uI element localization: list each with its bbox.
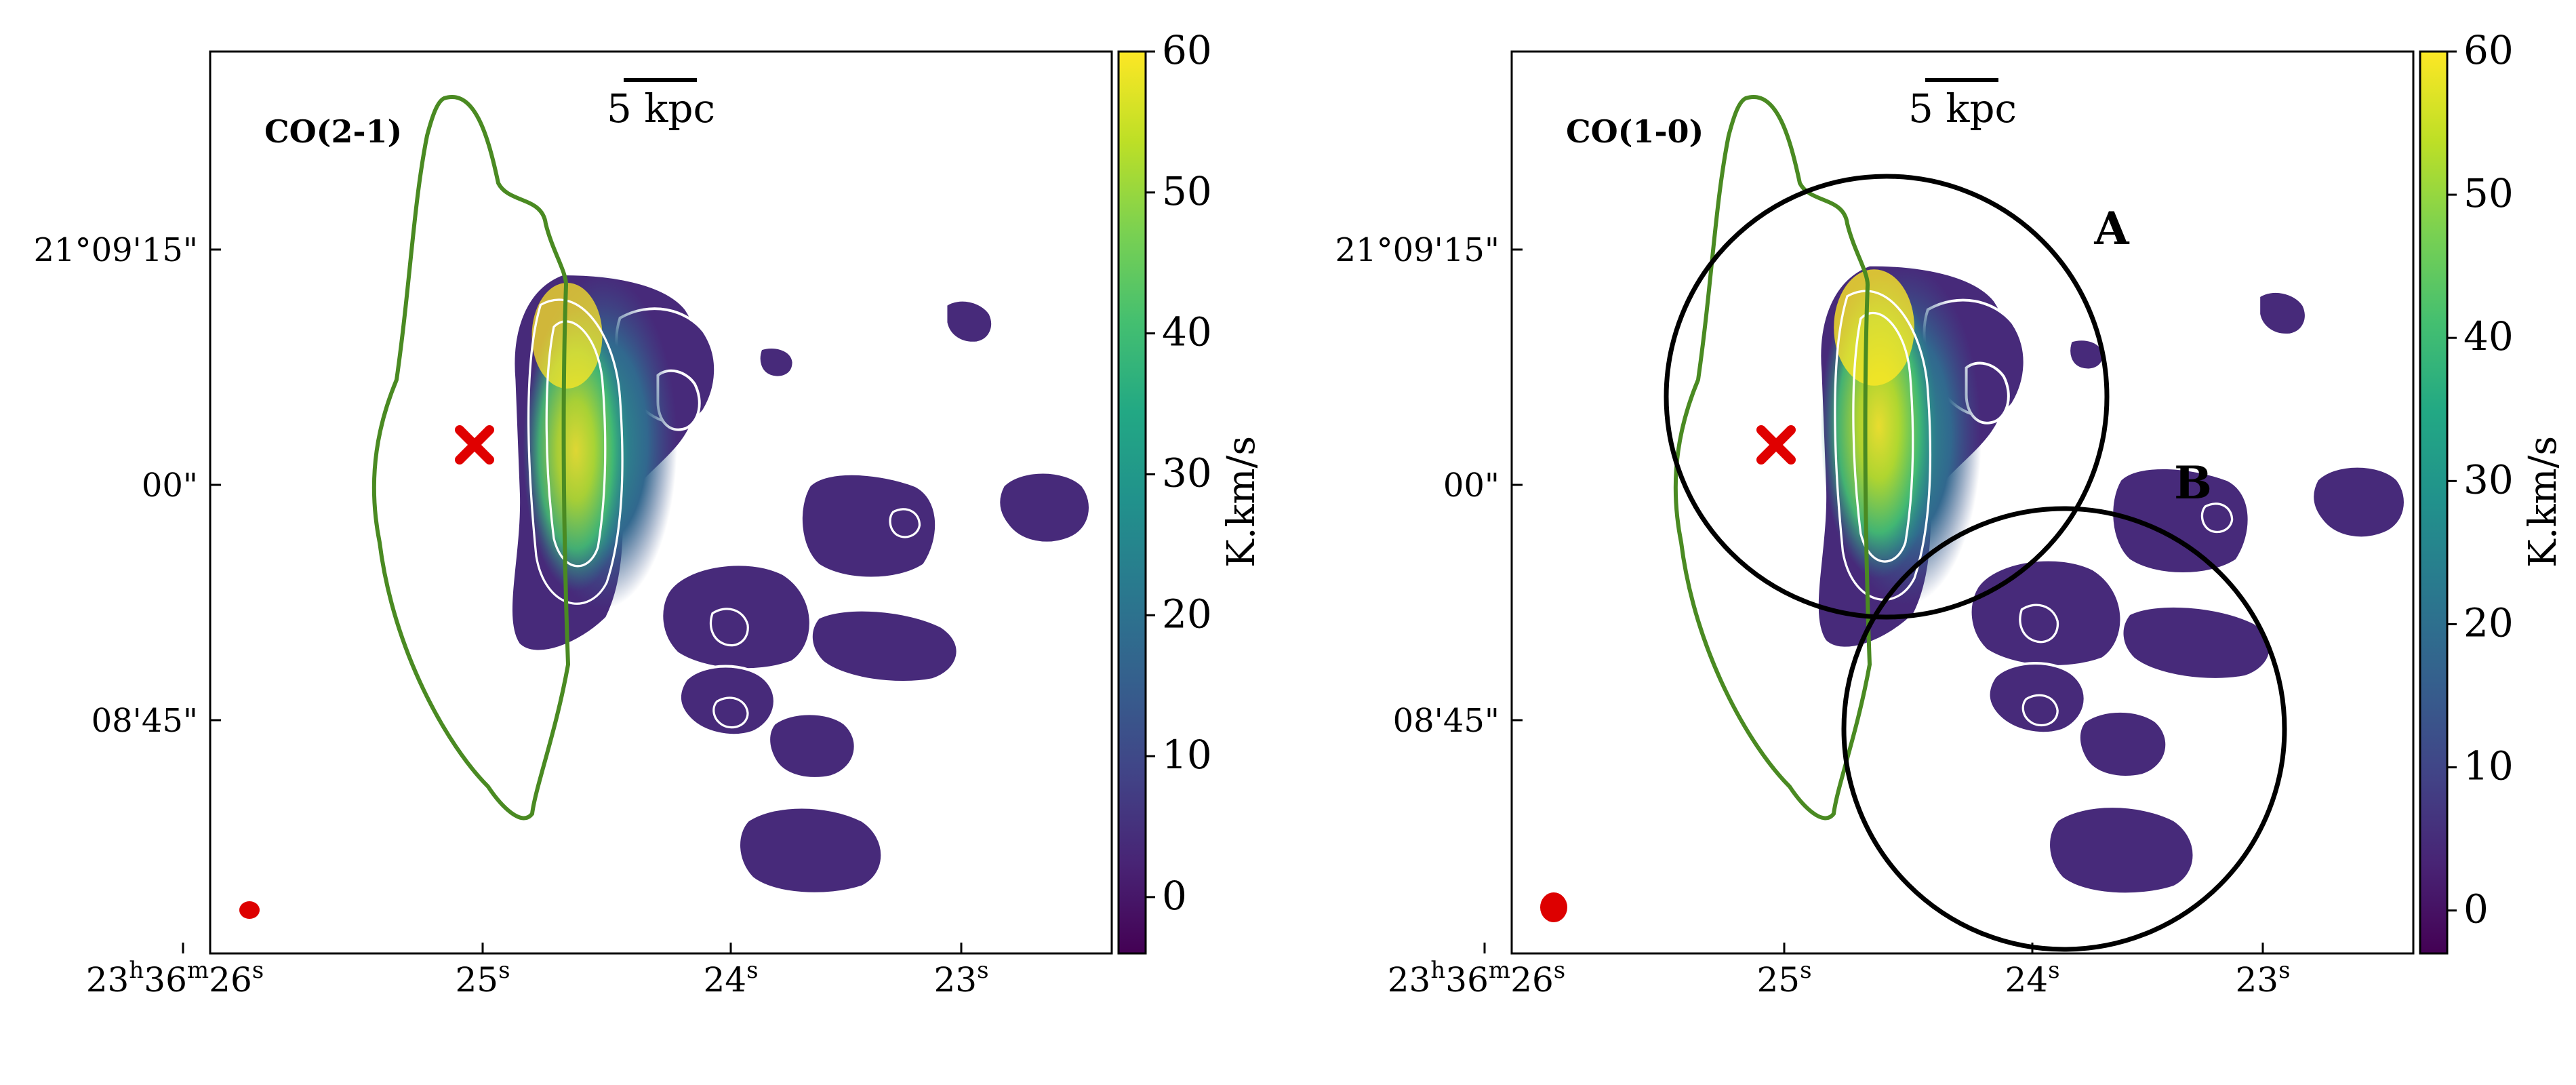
colorbar-tick-label-3: 30 [2463,456,2514,502]
dec-tick-marks [210,248,221,722]
colorbar-ticks: 0 10 20 30 40 50 60 [2447,27,2514,932]
colorbar-tick-label-3: 30 [1162,450,1212,496]
region-a-label: A [2093,202,2129,255]
dec-tick-label-3: 08'45" [92,702,198,740]
colorbar-tick-label-6: 60 [2463,27,2514,73]
ra-tick-label-1: 23h36m26s [1388,957,1565,1000]
dec-tick-label-2: 00" [1443,467,1500,505]
colorbar-tick-label-4: 40 [2463,313,2514,359]
ra-tick-marks [1483,943,2264,953]
colorbar-label: K.km/s [1220,436,1264,568]
central-source-marker [1756,425,1796,465]
colorbar-tick-label-0: 0 [1162,873,1187,919]
ra-tick-label-4: 23s [2235,957,2290,1000]
ra-tick-label-3: 24s [2005,957,2059,1000]
scalebar-label: 5 kpc [1908,85,2017,132]
colorbar-tick-label-6: 60 [1162,27,1212,73]
region-b-label: B [2174,456,2212,509]
colorbar-tick-label-5: 50 [1162,168,1212,214]
scalebar-label: 5 kpc [607,85,715,132]
panel-co10: A B CO(1-0) 5 kpc 23h36m26s 25s 24s 23s … [1335,27,2565,1000]
ra-tick-marks [182,943,963,953]
dec-tick-label-2: 00" [142,467,198,505]
dec-tick-marks [1512,248,1523,722]
dec-tick-label-3: 08'45" [1393,702,1500,740]
beam-ellipse [239,901,260,919]
colorbar-tick-label-1: 10 [1162,732,1212,778]
ra-tick-label-1: 23h36m26s [86,957,264,1000]
colorbar-tick-label-2: 20 [1162,591,1212,637]
colorbar: 0 10 20 30 40 50 60 K.km/s [2419,27,2565,955]
panel-title: CO(1-0) [1566,113,1704,150]
dec-tick-label-1: 21°09'15" [1335,231,1500,269]
region-a-circle [1664,174,2110,620]
ra-tick-label-4: 23s [933,957,988,1000]
colorbar-ticks: 0 10 20 30 40 50 60 [1146,27,1212,919]
colorbar-label: K.km/s [2521,436,2565,568]
central-source-marker [455,425,494,465]
colorbar-tick-label-2: 20 [2463,599,2514,646]
ra-tick-label-3: 24s [703,957,758,1000]
ra-tick-label-2: 25s [1756,957,1811,1000]
ra-tick-label-2: 25s [455,957,510,1000]
green-outline [1673,95,1872,821]
dec-tick-label-1: 21°09'15" [33,231,198,269]
panel-title: CO(2-1) [264,113,402,150]
colorbar-tick-label-4: 40 [1162,309,1212,355]
colorbar-tick-label-0: 0 [2463,886,2489,932]
beam-ellipse [1540,892,1567,922]
colorbar-tick-label-1: 10 [2463,743,2514,789]
colorbar: 0 10 20 30 40 50 60 K.km/s [1117,27,1264,955]
green-outline [371,95,571,821]
colorbar-tick-label-5: 50 [2463,170,2514,216]
panel-co21: CO(2-1) 5 kpc 23h36m26s 25s 24s 23s 21°0… [33,27,1264,1000]
region-b-circle [1841,506,2287,952]
